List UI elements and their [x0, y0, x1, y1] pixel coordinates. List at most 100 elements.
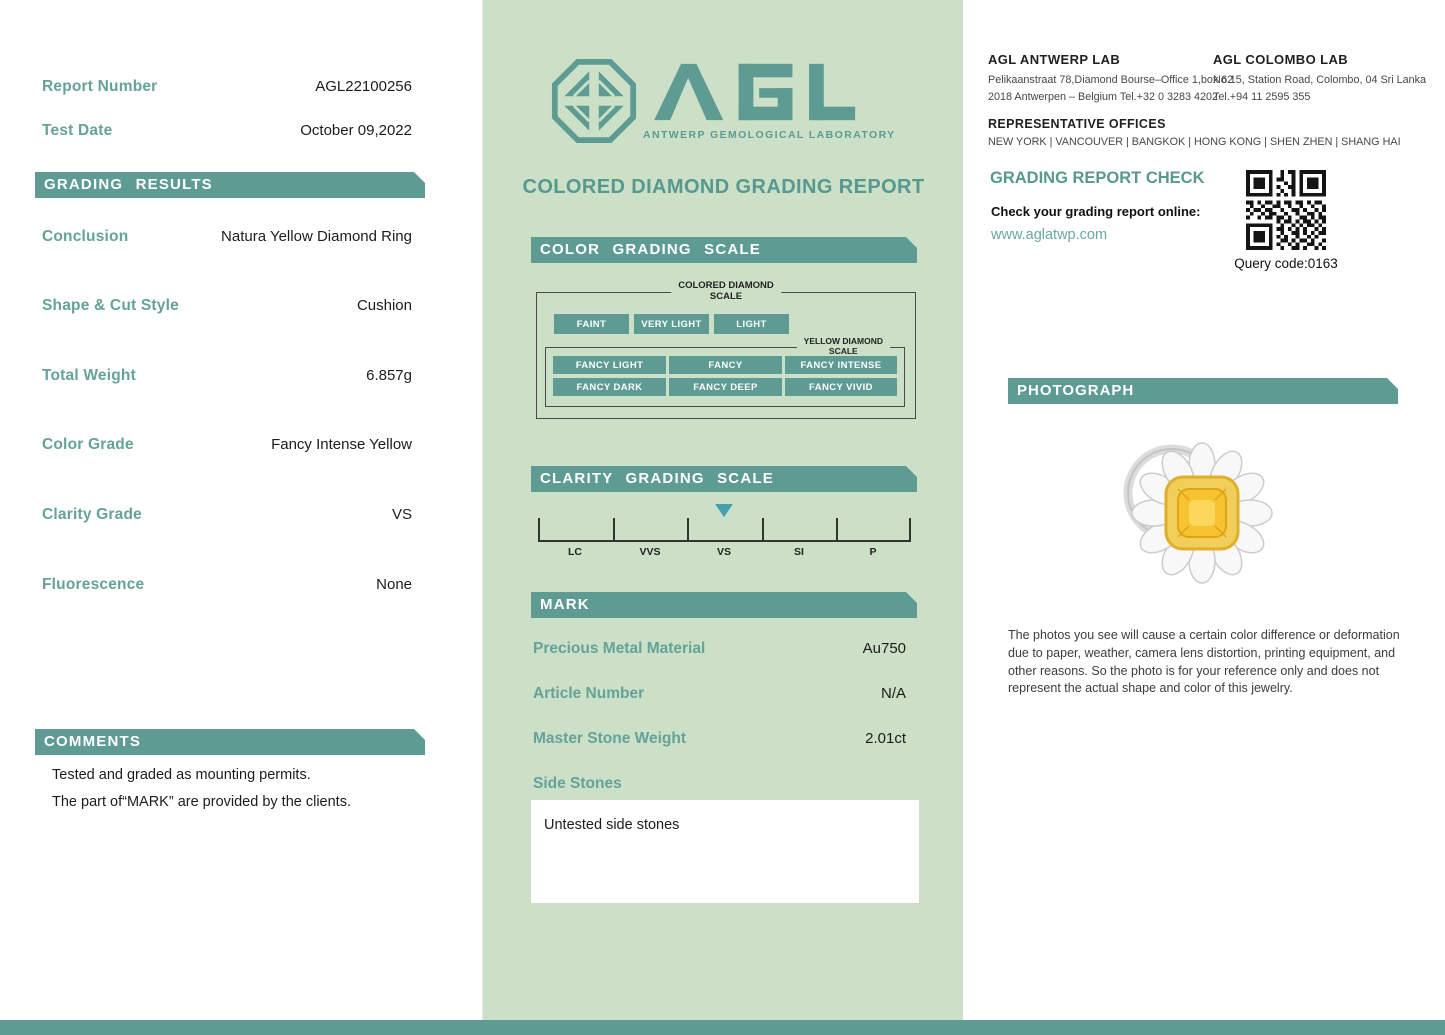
chip-very-light: VERY LIGHT [634, 314, 709, 334]
grading-report-check-title: GRADING REPORT CHECK [990, 169, 1205, 187]
chip-fancy-intense: FANCY INTENSE [785, 356, 897, 374]
metal-label: Precious Metal Material [533, 640, 706, 657]
right-column: AGL ANTWERP LAB Pelikaanstraat 78,Diamon… [963, 0, 1445, 1035]
color-scale-banner: COLOR GRADING SCALE [531, 237, 917, 263]
clarity-grade-row: Clarity Grade VS [42, 506, 412, 528]
comment-line: The part of“MARK” are provided by the cl… [52, 794, 351, 810]
ruler-tick [909, 518, 911, 540]
fluorescence-row: Fluorescence None [42, 576, 412, 598]
article-row: Article Number N/A [533, 685, 906, 707]
article-value: N/A [880, 685, 906, 702]
side-stones-label: Side Stones [533, 775, 622, 792]
report-number-value: AGL22100256 [315, 78, 412, 95]
metal-value: Au750 [862, 640, 906, 657]
shape-label: Shape & Cut Style [42, 297, 179, 314]
chip-fancy-vivid: FANCY VIVID [785, 378, 897, 396]
master-stone-row: Master Stone Weight 2.01ct [533, 730, 906, 752]
agl-logo-emblem-icon [551, 58, 637, 144]
agl-wordmark [654, 63, 856, 121]
ring-photo [1123, 442, 1273, 584]
qr-query-code: Query code:0163 [1234, 256, 1338, 271]
weight-row: Total Weight 6.857g [42, 367, 412, 389]
test-date-label: Test Date [42, 122, 113, 139]
colored-diamond-scale-box: COLORED DIAMOND SCALE FAINT VERY LIGHT L… [536, 280, 916, 419]
qr-code [1246, 170, 1326, 250]
chip-fancy-light: FANCY LIGHT [553, 356, 666, 374]
color-grade-value: Fancy Intense Yellow [271, 436, 412, 453]
side-stones-value: Untested side stones [544, 817, 680, 833]
shape-row: Shape & Cut Style Cushion [42, 297, 412, 319]
ruler-tick [538, 518, 540, 540]
label-line: SCALE [709, 291, 743, 303]
photograph-banner: PHOTOGRAPH [1008, 378, 1398, 404]
metal-row: Precious Metal Material Au750 [533, 640, 906, 662]
weight-value: 6.857g [366, 367, 412, 384]
side-stones-box: Untested side stones [531, 800, 919, 903]
left-column: Report Number AGL22100256 Test Date Octo… [0, 0, 482, 1035]
test-date-value: October 09,2022 [300, 122, 412, 139]
ruler-tick [761, 518, 764, 540]
report-number-label: Report Number [42, 78, 158, 95]
clarity-label-vs: VS [716, 546, 731, 558]
chip-light: LIGHT [714, 314, 789, 334]
fluorescence-label: Fluorescence [42, 576, 145, 593]
bottom-accent-bar [0, 1020, 1445, 1035]
master-stone-label: Master Stone Weight [533, 730, 687, 747]
color-grade-label: Color Grade [42, 436, 134, 453]
antwerp-lab-phone: 2018 Antwerpen – Belgium Tel.+32 0 3283 … [988, 91, 1219, 104]
clarity-label-vvs: VVS [639, 546, 661, 558]
report-number-row: Report Number AGL22100256 [42, 78, 412, 100]
photo-disclaimer: The photos you see will cause a certain … [1008, 628, 1400, 696]
clarity-grade-label: Clarity Grade [42, 506, 142, 523]
test-date-row: Test Date October 09,2022 [42, 122, 412, 144]
antwerp-lab-name: AGL ANTWERP LAB [988, 52, 1121, 67]
antwerp-lab-block: AGL ANTWERP LAB Pelikaanstraat 78,Diamon… [988, 52, 1233, 107]
colombo-lab-name: AGL COLOMBO LAB [1213, 52, 1349, 67]
colombo-lab-address: No.15, Station Road, Colombo, 04 Sri Lan… [1213, 74, 1427, 86]
colombo-lab-block: AGL COLOMBO LAB No.15, Station Road, Col… [1213, 52, 1426, 107]
ruler-tick [687, 518, 690, 540]
conclusion-row: Conclusion Natura Yellow Diamond Ring [42, 228, 412, 250]
grading-results-banner: GRADING RESULTS [35, 172, 425, 198]
chip-fancy: FANCY [669, 356, 782, 374]
clarity-marker-icon [715, 504, 733, 517]
label-line: YELLOW DIAMOND [803, 336, 883, 346]
weight-label: Total Weight [42, 367, 136, 384]
clarity-ruler [538, 518, 911, 542]
chip-faint: FAINT [554, 314, 629, 334]
clarity-grade-value: VS [391, 506, 412, 523]
colombo-lab-phone: Tel.+94 11 2595 355 [1213, 91, 1311, 104]
shape-value: Cushion [356, 297, 412, 314]
label-line: COLORED DIAMOND [678, 280, 774, 291]
report-check-url[interactable]: www.aglatwp.com [991, 227, 1108, 243]
chip-fancy-deep: FANCY DEEP [669, 378, 782, 396]
yellow-diamond-scale-label: YELLOW DIAMOND SCALE [796, 336, 890, 357]
representative-offices-title: REPRESENTATIVE OFFICES [988, 117, 1166, 131]
yellow-diamond-scale-box: YELLOW DIAMOND SCALE FANCY LIGHT FANCY F… [545, 336, 905, 407]
label-line: SCALE [828, 346, 858, 357]
center-column: ANTWERP GEMOLOGICAL LABORATORY COLORED D… [482, 0, 965, 1035]
conclusion-label: Conclusion [42, 228, 129, 245]
master-stone-value: 2.01ct [865, 730, 906, 747]
side-stones-row: Side Stones [533, 775, 906, 797]
article-label: Article Number [533, 685, 645, 702]
fluorescence-value: None [376, 576, 412, 593]
grading-report-check-subtitle: Check your grading report online: [991, 204, 1201, 219]
colored-diamond-scale-label: COLORED DIAMOND SCALE [671, 280, 781, 303]
ruler-tick [836, 518, 839, 540]
report-title: COLORED DIAMOND GRADING REPORT [522, 176, 925, 198]
clarity-label-si: SI [794, 546, 804, 558]
conclusion-value: Natura Yellow Diamond Ring [221, 228, 412, 245]
comments-banner: COMMENTS [35, 729, 425, 755]
clarity-label-lc: LC [568, 546, 582, 558]
agl-logo-subtitle: ANTWERP GEMOLOGICAL LABORATORY [643, 129, 896, 141]
color-grade-row: Color Grade Fancy Intense Yellow [42, 436, 412, 458]
clarity-label-p: P [869, 546, 877, 558]
mark-banner: MARK [531, 592, 917, 618]
antwerp-lab-address: Pelikaanstraat 78,Diamond Bourse–Office … [988, 74, 1234, 86]
comment-line: Tested and graded as mounting permits. [52, 767, 311, 783]
ruler-tick [612, 518, 615, 540]
chip-fancy-dark: FANCY DARK [553, 378, 666, 396]
representative-offices-cities: NEW YORK | VANCOUVER | BANGKOK | HONG KO… [988, 136, 1401, 148]
